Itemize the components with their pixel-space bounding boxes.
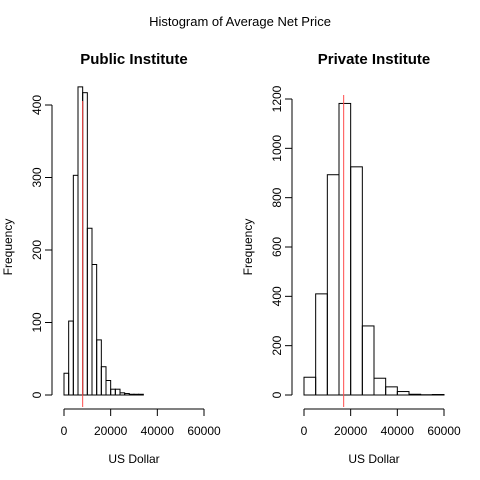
y-tick-label: 300	[30, 167, 44, 187]
x-tick-label: 60000	[187, 424, 221, 438]
x-tick-label: 40000	[381, 424, 415, 438]
histogram-bar	[86, 227, 93, 396]
histogram-bar	[105, 380, 112, 396]
x-axis-label: US Dollar	[108, 452, 159, 466]
x-tick-label: 40000	[141, 424, 175, 438]
y-tick-label: 600	[270, 237, 284, 257]
histogram-bar	[133, 393, 140, 396]
x-tick-label: 0	[61, 424, 68, 438]
histogram-bar	[303, 376, 317, 396]
histogram-bar	[124, 393, 130, 396]
histogram-bar	[128, 393, 135, 396]
y-axis-label: Frequency	[1, 219, 15, 276]
x-tick-label: 20000	[94, 424, 128, 438]
public-institute-panel: Public Institute 0 20000 40000 60000 US Dolla…	[1, 51, 221, 466]
y-tick-label: 100	[30, 312, 44, 332]
panel-title: Private Institute	[318, 51, 431, 68]
histogram-bar	[338, 102, 352, 396]
y-tick-label: 1000	[270, 135, 284, 162]
x-tick-label: 60000	[427, 424, 461, 438]
histogram-bar	[138, 393, 144, 396]
x-tick-label: 20000	[334, 424, 368, 438]
y-tick-label: 400	[30, 95, 44, 115]
histogram-bar	[91, 264, 98, 396]
histogram-bar	[396, 391, 410, 396]
x-tick-label: 0	[301, 424, 308, 438]
histogram-bar	[408, 393, 422, 396]
histogram-bar	[350, 166, 363, 396]
panel-title: Public Institute	[80, 51, 188, 68]
histogram-bar	[315, 293, 328, 396]
histogram-bar	[119, 392, 126, 396]
histogram-bar	[385, 386, 398, 396]
y-tick-label: 400	[270, 286, 284, 306]
histogram-bar	[110, 388, 116, 396]
histogram-bar	[68, 320, 74, 396]
histogram-bar	[326, 174, 340, 396]
histogram-bar	[77, 86, 84, 396]
y-tick-label: 0	[30, 391, 44, 398]
y-tick-label: 0	[270, 391, 284, 398]
histogram-bar	[72, 174, 79, 396]
figure-title: Histogram of Average Net Price	[149, 14, 331, 29]
histogram-bar	[114, 388, 121, 396]
private-institute-panel: Private Institute 0 20000 40000 60000 US Doll…	[241, 51, 461, 466]
histogram-bar	[82, 92, 88, 396]
histogram-bar	[96, 339, 102, 396]
y-axis-label: Frequency	[241, 219, 255, 276]
histogram-bar	[373, 377, 387, 396]
y-tick-label: 800	[270, 187, 284, 207]
histogram-bar	[361, 325, 375, 396]
histogram-bar	[63, 372, 70, 396]
x-axis-label: US Dollar	[348, 452, 399, 466]
y-tick-label: 200	[270, 335, 284, 355]
y-tick-label: 200	[30, 240, 44, 260]
histogram-bar	[100, 366, 107, 396]
y-tick-label: 1200	[270, 85, 284, 112]
